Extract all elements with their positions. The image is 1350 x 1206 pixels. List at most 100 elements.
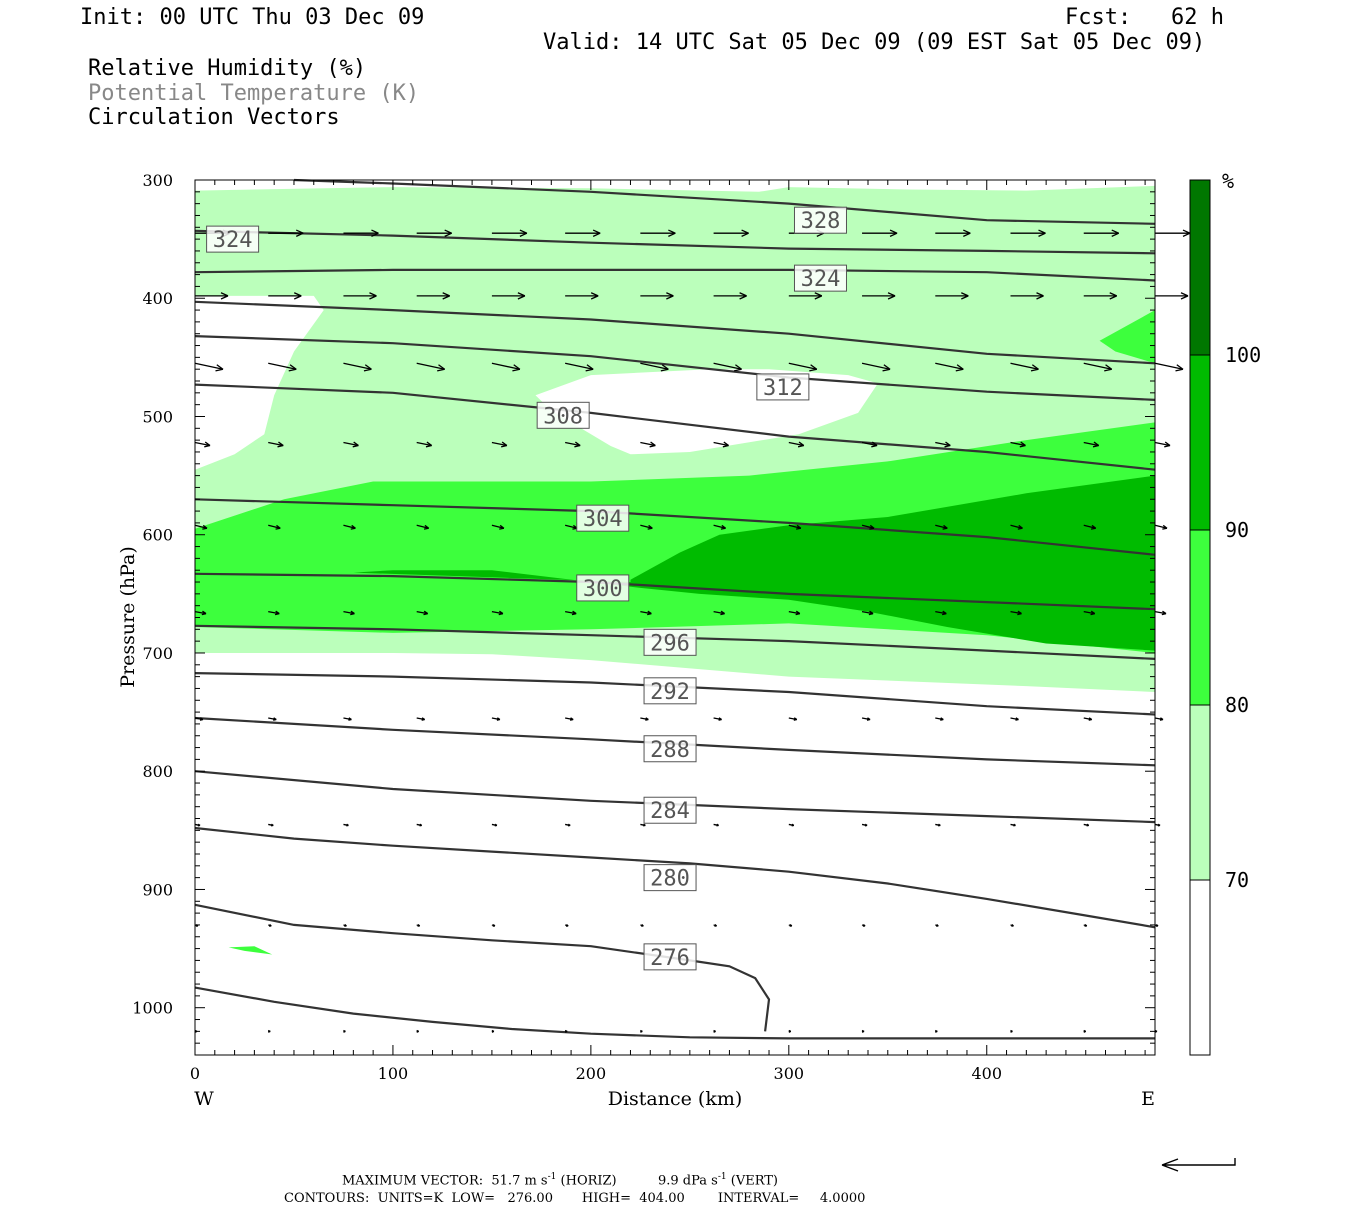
contours-label: CONTOURS:: [284, 1191, 369, 1206]
colorbar-segment: [1190, 180, 1210, 355]
x-tick-label: 400: [971, 1064, 1002, 1083]
vector-arrow: [195, 824, 200, 826]
vector-arrow: [714, 718, 722, 721]
vector-arrow: [1084, 924, 1087, 926]
vector-arrow: [1011, 824, 1016, 826]
vector-arrow: [789, 824, 794, 826]
vector-arrow: [492, 924, 495, 926]
x-axis-label: Distance (km): [608, 1088, 743, 1110]
vector-arrow: [1084, 718, 1092, 721]
y-tick-label: 900: [142, 880, 173, 899]
vector-arrow: [935, 824, 940, 826]
vector-arrow: [343, 824, 348, 826]
contour-label-280: 280: [644, 865, 696, 892]
colorbar-segment: [1190, 530, 1210, 705]
colorbar-label: 100: [1225, 343, 1261, 367]
vector-arrow: [1155, 293, 1188, 299]
vector-arrow: [1155, 363, 1183, 371]
vector-arrow: [935, 924, 938, 926]
vector-arrow: [862, 1030, 864, 1032]
vector-arrow: [714, 924, 717, 926]
x-west-label: W: [194, 1088, 214, 1110]
vector-arrow: [789, 1030, 791, 1032]
contour-label-304: 304: [577, 505, 629, 532]
contour-label-324: 324: [794, 265, 846, 292]
vector-arrow: [862, 924, 865, 926]
colorbar-unit: %: [1222, 169, 1234, 193]
rh-shading: [195, 186, 1155, 955]
contour-label-296: 296: [644, 629, 696, 656]
svg-text:304: 304: [583, 507, 623, 532]
vector-arrow: [714, 1030, 716, 1032]
vector-arrow: [492, 718, 500, 721]
colorbar-segment: [1190, 880, 1210, 1055]
svg-text:300: 300: [583, 577, 623, 602]
vector-arrow: [268, 1030, 270, 1032]
vector-arrow: [1155, 718, 1163, 721]
vector-arrow: [268, 924, 271, 926]
vector-arrow: [935, 1030, 937, 1032]
contours-info-line: CONTOURS: UNITS=K LOW= 276.00 HIGH= 404.…: [284, 1176, 865, 1206]
contour-label-300: 300: [577, 575, 629, 602]
contour-label-292: 292: [644, 678, 696, 705]
svg-text:296: 296: [650, 631, 690, 656]
vector-arrow: [935, 718, 943, 721]
svg-text:328: 328: [801, 209, 841, 234]
vector-arrow: [1084, 824, 1089, 826]
contour-label-328: 328: [794, 207, 846, 234]
x-tick-label: 100: [378, 1064, 409, 1083]
svg-text:324: 324: [801, 267, 841, 292]
svg-text:280: 280: [650, 867, 690, 892]
y-tick-label: 500: [142, 407, 173, 426]
vector-arrow: [268, 824, 273, 826]
svg-text:276: 276: [650, 946, 690, 971]
vector-arrow: [565, 824, 570, 826]
svg-text:288: 288: [650, 738, 690, 763]
vector-arrow: [1011, 1030, 1013, 1032]
vector-arrow: [789, 718, 797, 721]
vector-arrow: [862, 718, 870, 721]
vector-arrow: [565, 1030, 567, 1032]
vector-arrow: [714, 824, 719, 826]
svg-text:308: 308: [543, 404, 583, 429]
contours-units: UNITS=K: [378, 1191, 444, 1206]
contour-label-308: 308: [537, 402, 589, 429]
contour-label-288: 288: [644, 736, 696, 763]
x-tick-label: 300: [774, 1064, 805, 1083]
vector-arrow: [343, 718, 351, 721]
vector-arrow: [1084, 1030, 1086, 1032]
x-tick-label: 0: [190, 1064, 200, 1083]
contour-label-284: 284: [644, 797, 696, 824]
vector-arrow: [640, 924, 643, 926]
contours-interval: INTERVAL= 4.0000: [718, 1191, 866, 1206]
vector-arrow: [1011, 924, 1014, 926]
vector-arrow: [492, 824, 497, 826]
x-east-label: E: [1141, 1088, 1155, 1110]
vector-arrow: [1155, 525, 1167, 529]
x-tick-label: 200: [576, 1064, 607, 1083]
vector-arrow: [565, 718, 573, 721]
colorbar-segment: [1190, 705, 1210, 880]
vector-arrow: [640, 824, 645, 826]
svg-text:292: 292: [650, 680, 690, 705]
y-tick-label: 300: [142, 171, 173, 190]
vector-arrow: [1155, 611, 1166, 614]
colorbar-segment: [1190, 355, 1210, 530]
vector-arrow: [1155, 442, 1170, 447]
contours-low: LOW= 276.00: [452, 1191, 553, 1206]
reference-vector-arrow: [1162, 1158, 1235, 1171]
vector-arrow: [1011, 718, 1019, 721]
vector-arrow: [343, 924, 346, 926]
svg-text:312: 312: [763, 376, 803, 401]
vector-arrow: [640, 1030, 642, 1032]
contours-high: HIGH= 404.00: [582, 1191, 685, 1206]
y-tick-label: 1000: [132, 999, 173, 1018]
contour-label-312: 312: [757, 374, 809, 401]
vector-arrow: [343, 1030, 345, 1032]
vector-arrow: [417, 824, 422, 826]
vector-arrow: [789, 924, 792, 926]
colorbar-label: 70: [1225, 868, 1249, 892]
vector-arrow: [417, 924, 420, 926]
